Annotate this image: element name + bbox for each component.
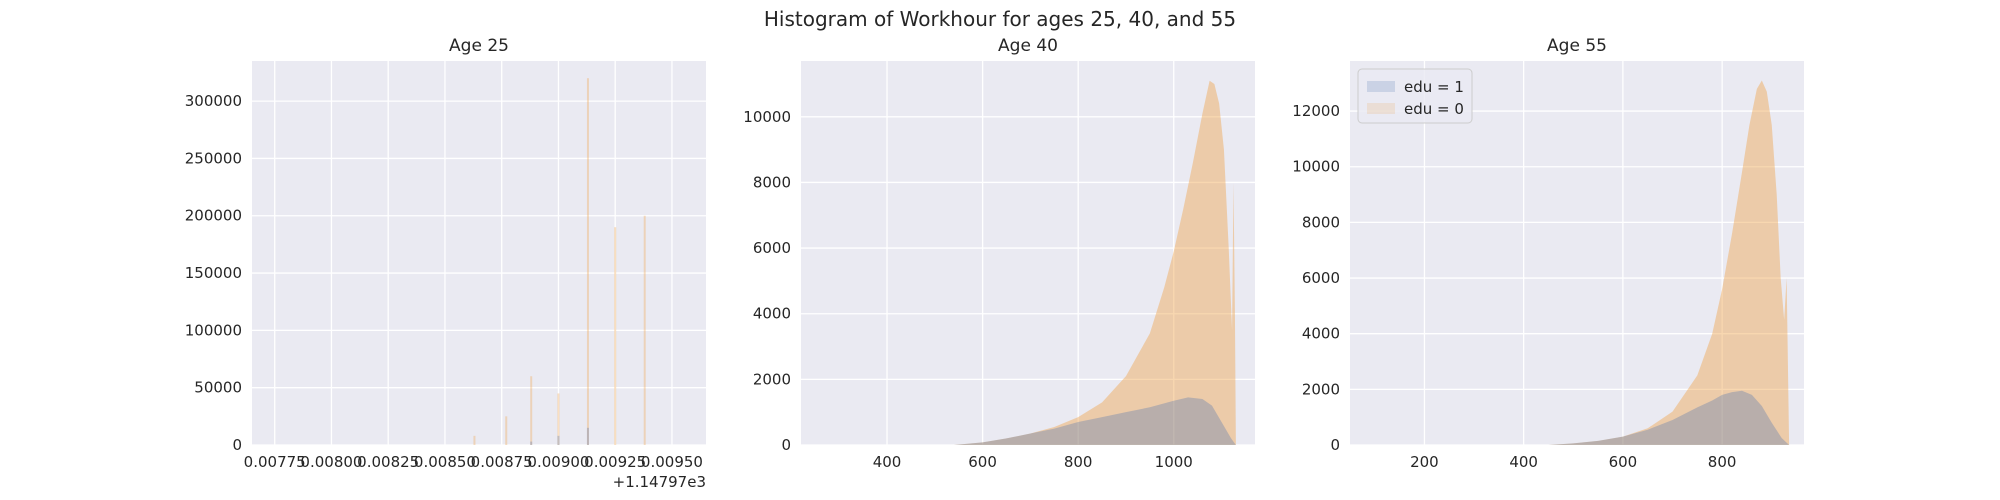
- y-tick-label: 2000: [1302, 380, 1340, 398]
- x-tick-label: 0.00950: [641, 453, 703, 471]
- x-tick-label: 400: [1509, 453, 1538, 471]
- axes-background: [1350, 61, 1804, 445]
- series-edu-1-bar: [557, 435, 560, 445]
- data-layer: [473, 78, 646, 445]
- y-tick-label: 150000: [185, 264, 242, 282]
- series-edu-1-bar: [530, 441, 533, 445]
- x-tick-label: 800: [1064, 453, 1093, 471]
- y-tick-label: 0: [1330, 436, 1340, 454]
- subplot-title: Age 25: [449, 36, 509, 56]
- series-edu-0-bar: [643, 215, 646, 445]
- subplots: 0.007750.008000.008250.008500.008750.009…: [185, 36, 1804, 491]
- axes-background: [252, 61, 706, 445]
- series-edu-0-bar: [614, 227, 617, 445]
- x-tick-label: 0.00900: [527, 453, 589, 471]
- x-tick-label: 600: [1609, 453, 1638, 471]
- subplot-1: 0.007750.008000.008250.008500.008750.009…: [185, 36, 706, 491]
- x-tick-label: 800: [1708, 453, 1737, 471]
- x-tick-label: 600: [968, 453, 997, 471]
- legend-label: edu = 0: [1404, 100, 1464, 118]
- subplot-title: Age 40: [998, 36, 1058, 56]
- series-edu-0-bar: [557, 393, 560, 445]
- x-tick-label: 400: [873, 453, 902, 471]
- x-offset-label: +1.14797e3: [613, 473, 706, 491]
- series-edu-0-bar: [586, 78, 589, 445]
- axes-background: [801, 61, 1255, 445]
- x-tick-label: 0.00925: [584, 453, 646, 471]
- y-tick-label: 2000: [753, 370, 791, 388]
- x-tick-label: 200: [1410, 453, 1439, 471]
- x-tick-label: 0.00800: [300, 453, 362, 471]
- y-tick-label: 4000: [753, 305, 791, 323]
- x-tick-label: 0.00875: [471, 453, 533, 471]
- y-tick-label: 4000: [1302, 325, 1340, 343]
- data-layer: [953, 80, 1236, 445]
- series-edu-0-bar: [473, 435, 476, 445]
- data-layer: [1548, 80, 1790, 445]
- x-tick-label: 0.00825: [357, 453, 419, 471]
- series-edu-1-area: [953, 397, 1236, 445]
- y-tick-label: 100000: [185, 321, 242, 339]
- x-tick-label: 0.00850: [414, 453, 476, 471]
- series-edu-0-area: [953, 80, 1236, 445]
- y-tick-label: 250000: [185, 149, 242, 167]
- y-tick-label: 0: [232, 436, 242, 454]
- legend-swatch: [1367, 103, 1395, 114]
- series-edu-0-bar: [530, 376, 533, 445]
- figure-suptitle: Histogram of Workhour for ages 25, 40, a…: [764, 7, 1236, 31]
- subplot-3: 200 400 600 800020004000600080001000012000A…: [1292, 36, 1804, 471]
- y-tick-label: 8000: [1302, 213, 1340, 231]
- legend-frame: [1357, 68, 1473, 124]
- y-tick-label: 50000: [194, 379, 242, 397]
- y-tick-label: 6000: [1302, 269, 1340, 287]
- y-tick-label: 300000: [185, 92, 242, 110]
- series-edu-0-area: [1548, 80, 1790, 445]
- y-tick-label: 12000: [1292, 102, 1340, 120]
- y-tick-label: 200000: [185, 207, 242, 225]
- series-edu-1-area: [1548, 390, 1790, 445]
- series-edu-0-bar: [505, 416, 508, 445]
- x-tick-label: 0.00775: [244, 453, 306, 471]
- subplot-title: Age 55: [1547, 36, 1607, 56]
- y-tick-label: 10000: [1292, 158, 1340, 176]
- legend-label: edu = 1: [1404, 78, 1464, 96]
- y-tick-label: 10000: [743, 108, 791, 126]
- legend-swatch: [1367, 81, 1395, 92]
- series-edu-1-bar: [586, 427, 589, 445]
- y-tick-label: 6000: [753, 239, 791, 257]
- x-tick-label: 1000: [1155, 453, 1193, 471]
- legend: edu = 1 edu = 0: [1357, 68, 1473, 124]
- y-tick-label: 0: [781, 436, 791, 454]
- y-tick-label: 8000: [753, 173, 791, 191]
